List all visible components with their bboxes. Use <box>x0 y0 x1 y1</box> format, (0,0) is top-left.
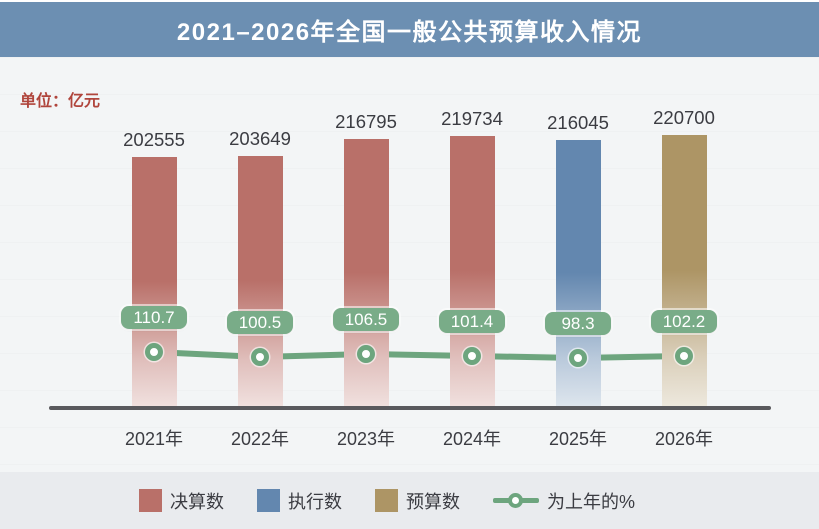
pct-badge: 101.4 <box>439 310 505 333</box>
bar-2022年 <box>237 156 283 406</box>
x-axis-label: 2024年 <box>442 429 502 449</box>
legend-item-label: 执行数 <box>288 491 342 512</box>
legend-item-label: 决算数 <box>170 491 224 512</box>
x-axis-label: 2022年 <box>230 429 290 449</box>
final-account-swatch-icon <box>139 489 162 512</box>
plot-area: 单位：亿元 202555 2021年 203649 2022年 216795 2023年 2… <box>0 57 819 472</box>
legend-item-label: 预算数 <box>406 491 460 512</box>
x-axis-label: 2026年 <box>654 429 714 449</box>
bar-2021年 <box>131 157 177 406</box>
bar-value-label: 203649 <box>229 128 291 149</box>
line-marker <box>569 349 587 367</box>
x-axis-label: 2023年 <box>336 429 396 449</box>
legend-item-label: 为上年的% <box>547 491 636 512</box>
line-marker <box>463 347 481 365</box>
unit-label: 单位：亿元 <box>20 93 101 110</box>
pct-badge: 102.2 <box>651 310 717 333</box>
bar-value-label: 219734 <box>441 108 503 129</box>
x-axis-label: 2025年 <box>548 429 608 449</box>
x-axis-line <box>49 406 771 410</box>
pct-badge: 110.7 <box>121 306 187 329</box>
pct-badge: 100.5 <box>227 311 293 334</box>
legend-item-budget: 预算数 <box>375 488 460 514</box>
bar-2023年 <box>343 139 389 406</box>
legend-items: 决算数 执行数 预算数 为上年的% <box>139 488 668 514</box>
line-marker <box>145 343 163 361</box>
bar-value-label: 216795 <box>335 111 397 132</box>
bar-2024年 <box>449 136 495 406</box>
legend-item-execution: 执行数 <box>257 488 342 514</box>
line-marker <box>357 345 375 363</box>
bar-value-label: 220700 <box>653 107 715 128</box>
bar-2026年 <box>661 135 707 406</box>
chart-title: 2021–2026年全国一般公共预算收入情况 <box>176 19 643 46</box>
trend-line-marker-icon <box>493 489 539 512</box>
line-marker <box>251 348 269 366</box>
bar-value-label: 216045 <box>547 112 609 133</box>
header-bar: 2021–2026年全国一般公共预算收入情况 <box>0 0 819 57</box>
execution-swatch-icon <box>257 489 280 512</box>
line-marker <box>675 347 693 365</box>
pct-badge: 106.5 <box>333 308 399 331</box>
budget-swatch-icon <box>375 489 398 512</box>
legend: 决算数 执行数 预算数 为上年的% <box>0 472 819 529</box>
x-axis-label: 2021年 <box>124 429 184 449</box>
pct-badge: 98.3 <box>545 312 611 335</box>
bar-value-label: 202555 <box>123 129 185 150</box>
legend-item-line: 为上年的% <box>493 488 635 514</box>
legend-item-final-account: 决算数 <box>139 488 224 514</box>
